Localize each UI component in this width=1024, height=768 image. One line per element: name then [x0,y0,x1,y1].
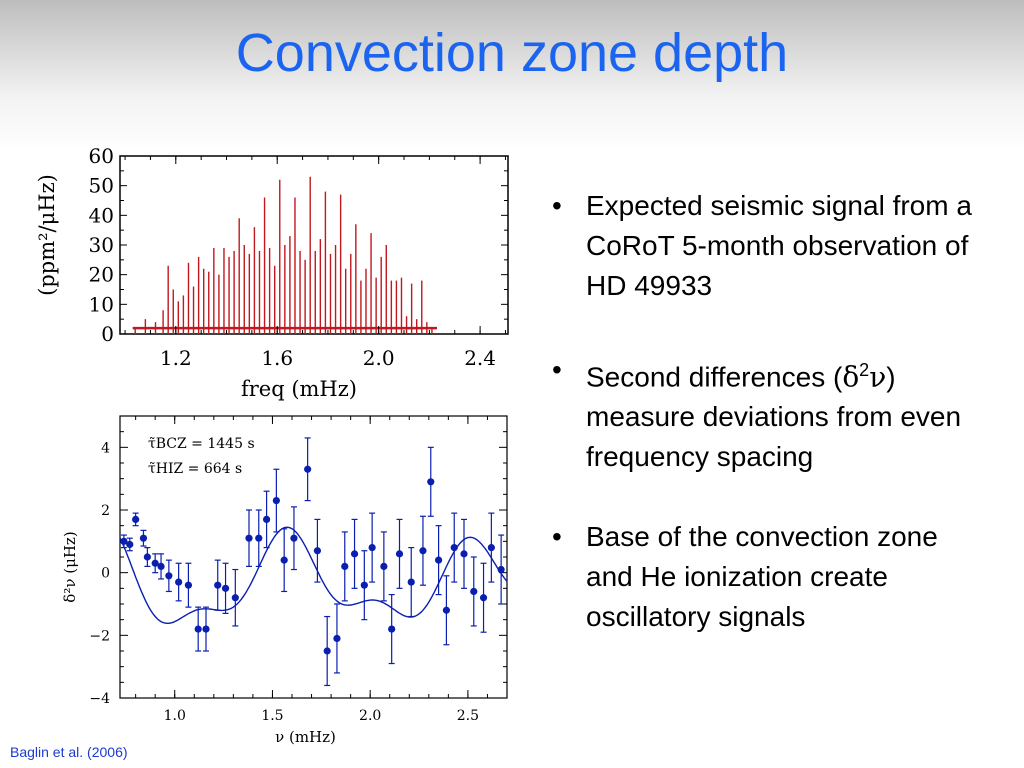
y-tick-label: 30 [89,233,114,257]
bullet-text: Expected seismic signal from a CoRoT 5-m… [586,190,972,301]
data-point [341,562,349,570]
data-point [333,634,341,643]
data-point [157,562,165,570]
x-tick-label: 1.5 [261,708,283,724]
data-point [419,547,427,555]
data-point [497,565,505,574]
data-point [350,550,359,558]
data-point [450,544,458,552]
data-point [194,625,202,633]
data-point [427,478,435,486]
bullet-list: Expected seismic signal from a CoRoT 5-m… [548,186,988,637]
data-point [175,578,183,586]
y-tick-label: 10 [89,292,114,316]
y-tick-label: 50 [89,174,114,198]
data-point [245,534,253,542]
y-tick-label: 60 [89,148,114,168]
x-tick-label: 2.0 [359,708,381,724]
data-point [407,578,415,586]
data-point [151,559,159,567]
x-tick-label: 2.0 [363,346,395,370]
x-tick-label: 2.4 [464,346,496,370]
data-point [313,547,322,555]
delta-symbol: δ [842,360,860,394]
data-point [304,465,312,473]
data-point [380,562,388,570]
data-point [221,584,230,592]
superscript: 2 [859,360,870,380]
bullet-item-convection: Base of the convection zone and He ioniz… [548,517,988,637]
plot-frame [119,155,509,335]
x-tick-label: 2.5 [457,708,479,724]
data-point [323,647,331,655]
x-tick-label: 1.2 [160,346,192,370]
x-axis-label: ν (mHz) [275,728,336,746]
bullet-text-suffix: ) measure deviations from even frequency… [586,361,962,473]
y-tick-label: 0 [101,566,110,582]
plot-frame [119,415,508,699]
data-point [120,537,128,545]
data-point [395,550,404,558]
data-point [143,553,151,561]
second-differences-chart: −4 −2 0 2 4 1.0 1.5 2.0 2.5 ν (mHz) δ²ν (μHz) τ̃BCZ… [61,415,508,746]
data-point [231,594,239,602]
data-point [487,544,495,552]
data-point [165,572,173,580]
data-point [460,550,468,558]
data-point [139,534,148,542]
data-point [470,587,478,596]
y-tick-label: 20 [89,263,114,287]
x-axis-label: freq (mHz) [241,377,357,401]
data-point [442,606,451,614]
y-axis-label: (ppm²/μHz) [35,174,59,296]
data-point [368,544,376,552]
data-point [255,534,263,542]
power-spectrum-chart: 0 10 20 30 40 50 60 1.2 1.6 2.0 2.4 freq (mHz) (ppm²… [35,148,509,401]
y-tick-label: 4 [101,440,110,456]
data-point [126,540,134,549]
data-point [290,534,298,542]
y-tick-label: 40 [89,203,114,227]
data-point [434,556,443,564]
data-point [132,515,140,523]
y-tick-label: 0 [101,322,114,346]
annotation-tau-hiz: τ̃HIZ = 664 s [148,461,242,477]
x-tick-label: 1.0 [164,708,186,724]
y-tick-label: 2 [101,503,110,519]
y-tick-label: −2 [89,628,110,644]
citation: Baglin et al. (2006) [10,744,128,760]
bullet-text: Base of the convection zone and He ioniz… [586,521,938,633]
data-point [280,556,288,564]
data-point [479,594,488,602]
data-point [388,625,396,633]
bullet-item-second-differences: Second differences (δ2ν) measure deviati… [548,350,988,477]
y-tick-label: −4 [89,691,110,707]
data-point [272,497,280,505]
data-point [262,515,271,523]
data-point [214,581,222,589]
nu-symbol: ν [869,360,887,394]
x-tick-label: 1.6 [261,346,293,370]
y-axis-label: δ²ν (μHz) [61,531,79,602]
data-point [360,581,368,589]
data-point [184,581,193,589]
data-point [202,625,210,633]
slide-title: Convection zone depth [235,23,789,83]
bullet-text-prefix: Second differences ( [586,361,843,393]
annotation-tau-bcz: τ̃BCZ = 1445 s [148,436,255,452]
fit-curve [119,526,508,624]
bullet-item-signal: Expected seismic signal from a CoRoT 5-m… [548,186,988,306]
